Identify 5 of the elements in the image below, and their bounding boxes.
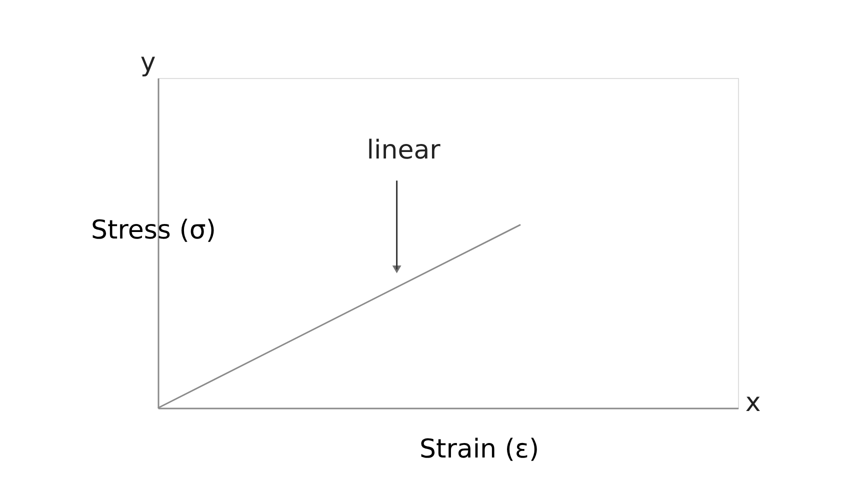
y-axis-title: Stress (σ): [91, 216, 216, 246]
text: linear: [366, 136, 441, 166]
x-axis-title: Strain (ε): [420, 434, 540, 464]
text: y: [140, 48, 156, 78]
text: x: [745, 388, 761, 418]
